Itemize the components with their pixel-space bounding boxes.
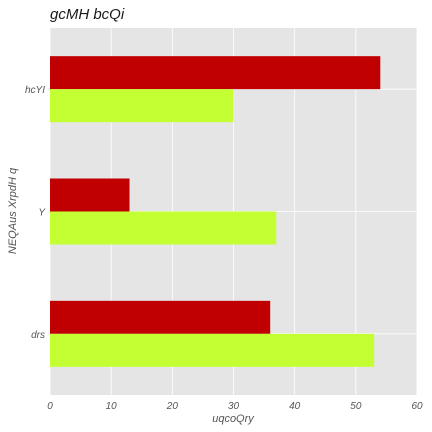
x-tick-label: 40 xyxy=(289,401,301,412)
x-tick-label: 60 xyxy=(411,401,423,412)
bars xyxy=(50,56,381,367)
y-axis-label: NEQAus XrpdH q xyxy=(7,167,19,254)
y-tick-label: drs xyxy=(31,330,45,341)
bar-series-2 xyxy=(50,333,375,367)
bar-series-1 xyxy=(50,56,381,90)
chart-title: gcMH bcQi xyxy=(50,6,125,23)
x-axis-label: uqcoQry xyxy=(212,413,255,425)
bar-series-1 xyxy=(50,178,130,212)
bar-series-2 xyxy=(50,89,234,123)
bar-series-1 xyxy=(50,300,271,334)
x-tick-label: 0 xyxy=(47,401,53,412)
x-tick-label: 10 xyxy=(106,401,118,412)
x-tick-label: 30 xyxy=(228,401,240,412)
y-tick-label: Y xyxy=(38,208,46,219)
x-tick-label: 50 xyxy=(350,401,362,412)
bar-series-2 xyxy=(50,211,277,245)
y-tick-label: hcYI xyxy=(25,85,45,96)
x-tick-labels: 0 10 20 30 40 50 60 xyxy=(47,401,423,412)
x-tick-label: 20 xyxy=(166,401,179,412)
